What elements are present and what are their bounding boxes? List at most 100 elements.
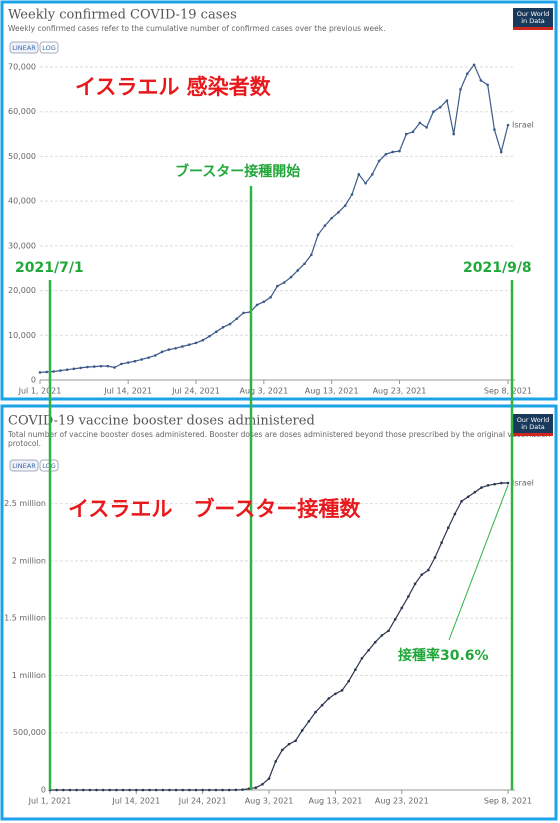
data-point [188, 788, 191, 792]
data-point [323, 224, 327, 228]
scale-button-label[interactable]: LINEAR [12, 44, 36, 52]
data-point [400, 606, 404, 610]
data-point [446, 526, 450, 529]
y-tick-label: 0 [31, 376, 36, 385]
x-tick-label: Jul 14, 2021 [111, 797, 160, 806]
data-point [479, 79, 483, 82]
data-point [314, 710, 317, 714]
panel-border [0, 404, 558, 821]
data-point [420, 573, 424, 576]
data-point [92, 365, 96, 368]
chart-subtitle: Total number of vaccine booster doses ad… [7, 430, 551, 448]
logo-bar [513, 433, 553, 436]
data-point [234, 788, 238, 792]
annotation: イスラエル 感染者数 [75, 75, 272, 99]
x-tick-label: Jul 1, 2021 [18, 387, 62, 396]
data-point [81, 788, 85, 792]
data-point [316, 233, 320, 236]
data-point [418, 121, 422, 125]
data-point [141, 788, 145, 792]
data-point [133, 359, 137, 363]
logo: Our World in Data [517, 416, 550, 431]
data-point [432, 110, 435, 114]
data-point [242, 311, 245, 315]
data-point [398, 149, 401, 153]
scale-button[interactable] [9, 459, 39, 472]
data-point [367, 648, 370, 652]
data-point [45, 370, 49, 374]
data-point [140, 358, 144, 361]
data-point [377, 159, 381, 163]
series-line [50, 482, 508, 791]
data-point [371, 173, 374, 176]
data-point [267, 777, 271, 780]
x-tick-label: Jul 14, 2021 [103, 387, 152, 396]
scale-button[interactable] [9, 41, 39, 54]
data-point [261, 782, 264, 786]
data-point [466, 72, 469, 76]
data-point [310, 253, 313, 257]
data-point [254, 786, 258, 790]
annotation: 2021/9/8 [463, 260, 532, 276]
data-point [235, 317, 238, 321]
data-point [433, 556, 437, 559]
data-point [296, 269, 300, 272]
y-tick-label: 60,000 [8, 107, 36, 116]
annotation: 2021/7/1 [15, 260, 84, 276]
y-tick-label: 2.5 million [4, 499, 46, 508]
data-point [126, 361, 130, 364]
scale-button-label[interactable]: LINEAR [12, 462, 36, 470]
data-point [115, 788, 118, 792]
annotation: イスラエル ブースター接種数 [68, 497, 361, 521]
data-point [357, 173, 361, 176]
data-point [181, 788, 185, 792]
data-point [208, 334, 211, 338]
chart-title: COVID-19 vaccine booster doses administe… [8, 414, 315, 429]
x-tick-label: Jul 24, 2021 [178, 797, 227, 806]
data-point [460, 500, 463, 503]
x-tick-label: Aug 23, 2021 [375, 797, 429, 806]
data-point [330, 216, 333, 220]
x-tick-label: Aug 23, 2021 [373, 387, 427, 396]
data-point [506, 481, 510, 485]
x-tick-label: Jul 24, 2021 [171, 387, 220, 396]
y-tick-label: 2 million [12, 556, 46, 565]
data-point [194, 341, 198, 345]
data-point [38, 371, 42, 374]
data-point [364, 181, 367, 185]
data-point [438, 105, 442, 109]
x-tick-label: Jul 1, 2021 [28, 797, 72, 806]
data-point [154, 788, 158, 792]
data-point [201, 788, 204, 792]
data-point [327, 697, 331, 700]
data-point [194, 788, 198, 792]
data-point [101, 788, 105, 792]
data-point [307, 719, 311, 723]
data-point [343, 204, 347, 207]
data-point [187, 343, 191, 346]
data-point [404, 132, 408, 136]
data-point [282, 281, 286, 284]
data-point [486, 484, 490, 487]
data-point [106, 364, 110, 368]
data-point [274, 760, 277, 763]
logo-box [513, 8, 553, 30]
data-point [161, 788, 165, 792]
data-point [88, 788, 92, 792]
series-line [39, 63, 509, 373]
y-tick-label: 50,000 [8, 152, 36, 161]
data-point [255, 303, 259, 307]
data-point [320, 703, 324, 707]
data-point [147, 356, 150, 359]
scale-button[interactable] [39, 41, 59, 54]
scale-button-label[interactable]: LOG [42, 44, 56, 52]
data-point [506, 123, 510, 127]
data-point [499, 150, 503, 154]
data-point [300, 729, 304, 732]
y-tick-label: 500,000 [13, 728, 46, 737]
data-point [174, 346, 177, 350]
data-point [387, 629, 390, 633]
data-point [72, 367, 76, 371]
data-point [262, 300, 266, 304]
